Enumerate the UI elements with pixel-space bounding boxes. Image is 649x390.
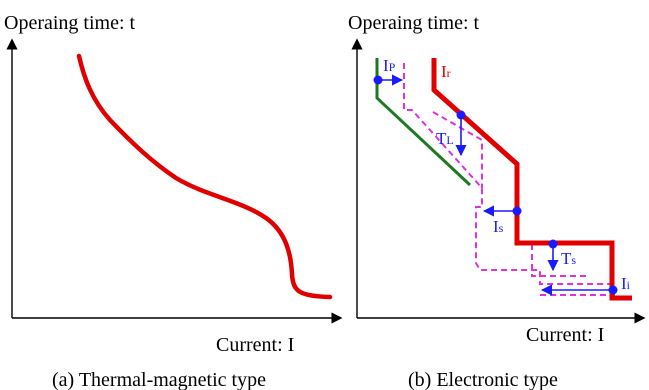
panel-b-x-axis-label: Current: I bbox=[526, 324, 604, 346]
panel-a-x-axis-label: Current: I bbox=[216, 334, 294, 356]
panel-b-caption: (b) Electronic type bbox=[408, 369, 558, 390]
ii-label: Ii bbox=[621, 274, 631, 293]
is-label: Is bbox=[493, 217, 504, 236]
ip-label: IP bbox=[383, 56, 396, 75]
panel-a-y-axis-label: Operaing time: t bbox=[4, 12, 136, 34]
ir-label: Ir bbox=[441, 62, 451, 81]
panel-b-dashed-curve bbox=[403, 63, 615, 285]
panel-a: Operaing time: t Current: I (a) Thermal-… bbox=[4, 12, 343, 390]
panel-a-caption: (a) Thermal-magnetic type bbox=[52, 369, 266, 390]
panel-b-green-curve bbox=[375, 58, 472, 187]
panel-b-dashed-curve-lower bbox=[531, 244, 590, 277]
panel-a-trip-curve bbox=[76, 53, 333, 300]
panel-b-trip-curve bbox=[431, 58, 632, 301]
panel-b-y-axis-label: Operaing time: t bbox=[348, 12, 480, 34]
ts-label: Ts bbox=[561, 249, 576, 268]
panel-b: Operaing time: t Current: I Ir IP TL Is … bbox=[348, 12, 646, 390]
tl-label: TL bbox=[436, 129, 454, 148]
